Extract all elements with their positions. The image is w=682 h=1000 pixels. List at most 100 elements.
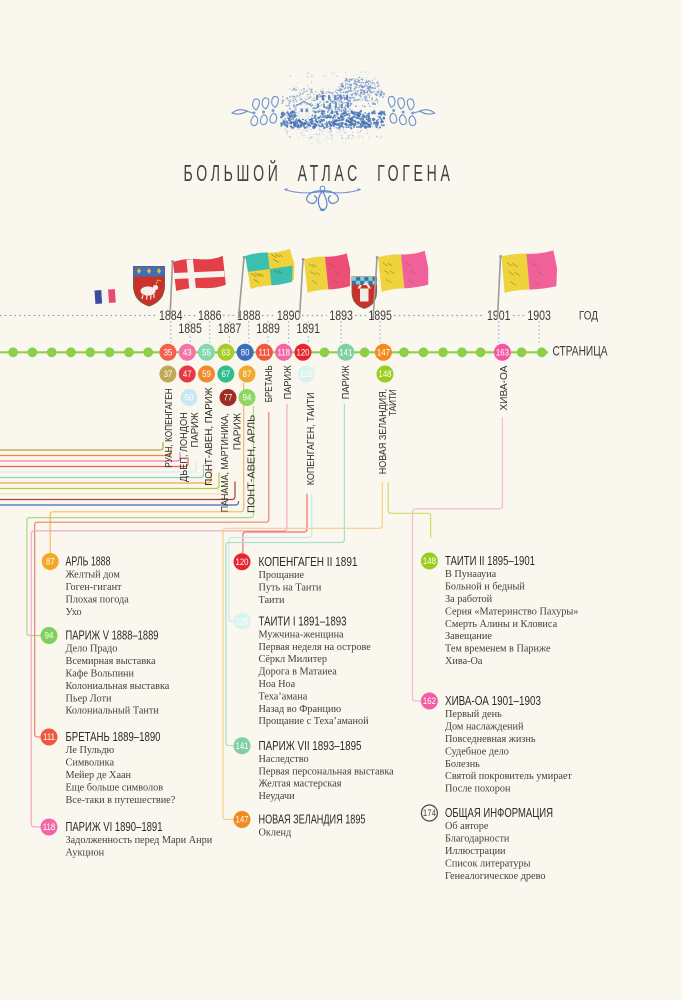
svg-text:1887: 1887 <box>218 320 242 336</box>
svg-text:55: 55 <box>202 347 211 358</box>
svg-text:1903: 1903 <box>527 307 551 323</box>
svg-text:111: 111 <box>258 347 270 358</box>
svg-text:Завещание: Завещание <box>445 631 492 642</box>
svg-text:1890: 1890 <box>277 307 301 323</box>
svg-text:В Пунаауиа: В Пунаауиа <box>445 569 496 580</box>
svg-text:Наследство: Наследство <box>259 754 309 765</box>
svg-text:ПАРИЖ VI 1890–1891: ПАРИЖ VI 1890–1891 <box>66 819 163 834</box>
svg-text:Дом наслаждений: Дом наслаждений <box>445 721 524 732</box>
svg-text:Неудачи: Неудачи <box>259 791 296 802</box>
svg-text:БРЕТАНЬ 1889–1890: БРЕТАНЬ 1889–1890 <box>66 729 161 744</box>
svg-text:1893: 1893 <box>329 307 353 323</box>
svg-text:ТАИТИ I 1891–1893: ТАИТИ I 1891–1893 <box>259 613 347 628</box>
svg-text:СТРАНИЦА: СТРАНИЦА <box>553 343 608 359</box>
svg-text:118: 118 <box>277 347 290 358</box>
svg-text:Прощание с Теха’аманой: Прощание с Теха’аманой <box>259 716 369 727</box>
svg-text:1895: 1895 <box>368 307 392 323</box>
svg-text:111: 111 <box>43 731 55 742</box>
svg-text:ПАРИЖ: ПАРИЖ <box>340 365 352 399</box>
svg-text:Всемирная выставка: Всемирная выставка <box>66 656 156 667</box>
svg-text:162: 162 <box>423 695 436 706</box>
svg-text:Список литературы: Список литературы <box>445 858 530 869</box>
svg-text:Аукцион: Аукцион <box>66 847 105 858</box>
svg-text:Генеалогическое древо: Генеалогическое древо <box>445 871 545 882</box>
svg-text:Ноа Ноа: Ноа Ноа <box>259 679 296 690</box>
svg-text:Больной и бедный: Больной и бедный <box>445 581 525 592</box>
svg-text:147: 147 <box>377 347 390 358</box>
svg-text:Колониальная выставка: Колониальная выставка <box>66 681 170 692</box>
svg-text:ТАИТИ II 1895–1901: ТАИТИ II 1895–1901 <box>445 553 535 568</box>
svg-text:ПАРИЖ VII 1893–1895: ПАРИЖ VII 1893–1895 <box>259 738 362 753</box>
svg-text:ПОНТ-АВЕН, ПАРИЖ: ПОНТ-АВЕН, ПАРИЖ <box>203 387 215 486</box>
svg-text:174: 174 <box>423 807 436 818</box>
svg-text:148: 148 <box>423 555 436 566</box>
svg-text:Болезнь: Болезнь <box>445 759 480 770</box>
svg-text:Об авторе: Об авторе <box>445 821 489 832</box>
svg-text:63: 63 <box>221 347 230 358</box>
svg-text:ГОД: ГОД <box>579 311 598 323</box>
svg-text:Благодарности: Благодарности <box>445 833 510 844</box>
svg-text:80: 80 <box>241 347 250 358</box>
svg-text:КОПЕНГАГЕН II 1891: КОПЕНГАГЕН II 1891 <box>259 554 358 569</box>
svg-text:Смерть Алины и Кловиса: Смерть Алины и Кловиса <box>445 619 557 630</box>
svg-text:Пьер Лоти: Пьер Лоти <box>66 693 112 704</box>
svg-text:Все-таки в путешествие?: Все-таки в путешествие? <box>66 795 176 806</box>
svg-text:РУАН, КОПЕНГАГЕН: РУАН, КОПЕНГАГЕН <box>163 388 175 468</box>
svg-text:Первая персональная выставка: Первая персональная выставка <box>259 766 395 777</box>
svg-text:Иллюстрации: Иллюстрации <box>445 846 506 857</box>
svg-text:ДЬЕП, ЛОНДОН: ДЬЕП, ЛОНДОН <box>178 412 190 482</box>
svg-text:43: 43 <box>183 347 192 358</box>
svg-text:Назад во Францию: Назад во Францию <box>259 704 342 715</box>
svg-text:87: 87 <box>243 368 252 379</box>
svg-text:Ухо: Ухо <box>66 607 82 618</box>
svg-text:ПАНАМА, МАРТИНИКА,: ПАНАМА, МАРТИНИКА, <box>219 413 231 512</box>
svg-text:50: 50 <box>185 392 194 403</box>
svg-text:1888: 1888 <box>237 307 261 323</box>
svg-text:ТАИТИ: ТАИТИ <box>387 390 399 416</box>
svg-text:Судебное дело: Судебное дело <box>445 746 509 757</box>
svg-text:ХИВА-ОА: ХИВА-ОА <box>498 366 510 411</box>
svg-text:147: 147 <box>235 814 248 825</box>
svg-text:ПОНТ-АВЕН, АРЛЬ: ПОНТ-АВЕН, АРЛЬ <box>245 415 257 513</box>
svg-text:120: 120 <box>296 347 309 358</box>
svg-text:БОЛЬШОЙ АТЛАС ГОГЕНА: БОЛЬШОЙ АТЛАС ГОГЕНА <box>184 159 454 186</box>
svg-text:Символика: Символика <box>66 757 115 768</box>
svg-text:ПАРИЖ: ПАРИЖ <box>231 413 243 450</box>
svg-text:Задолженность перед Мари Анри: Задолженность перед Мари Анри <box>66 835 213 846</box>
svg-text:Дело Прадо: Дело Прадо <box>66 643 118 654</box>
svg-text:Тем временем в Париже: Тем временем в Париже <box>445 643 551 654</box>
svg-text:КОПЕНГАГЕН, ТАИТИ: КОПЕНГАГЕН, ТАИТИ <box>305 392 317 485</box>
svg-text:ОБЩАЯ ИНФОРМАЦИЯ: ОБЩАЯ ИНФОРМАЦИЯ <box>445 805 553 820</box>
svg-text:За работой: За работой <box>445 594 492 605</box>
svg-text:Мужчина-женщина: Мужчина-женщина <box>259 629 344 640</box>
svg-text:141: 141 <box>339 347 352 358</box>
svg-text:Прощание: Прощание <box>259 570 305 581</box>
svg-text:ПАРИЖ: ПАРИЖ <box>282 365 294 399</box>
svg-text:Ле Пульдю: Ле Пульдю <box>66 745 115 756</box>
svg-text:87: 87 <box>46 556 55 567</box>
svg-text:118: 118 <box>43 821 56 832</box>
svg-text:АРЛЬ 1888: АРЛЬ 1888 <box>66 554 111 569</box>
svg-text:Путь на Таити: Путь на Таити <box>259 582 322 593</box>
svg-text:БРЕТАНЬ: БРЕТАНЬ <box>263 365 275 402</box>
svg-text:126: 126 <box>235 616 248 627</box>
svg-text:Первая неделя на острове: Первая неделя на острове <box>259 642 372 653</box>
svg-text:35: 35 <box>164 347 173 358</box>
svg-text:Окленд: Окленд <box>259 827 292 838</box>
svg-text:Желтая мастерская: Желтая мастерская <box>259 778 342 789</box>
svg-text:141: 141 <box>235 740 248 751</box>
svg-text:Теха’амана: Теха’амана <box>259 691 308 702</box>
svg-text:148: 148 <box>378 368 391 379</box>
svg-text:Таити: Таити <box>259 595 285 606</box>
svg-text:Гоген-гигант: Гоген-гигант <box>66 582 122 593</box>
svg-text:НОВАЯ ЗЕЛАНДИЯ,: НОВАЯ ЗЕЛАНДИЯ, <box>377 389 389 474</box>
svg-text:163: 163 <box>496 347 509 358</box>
svg-text:ХИВА-ОА 1901–1903: ХИВА-ОА 1901–1903 <box>445 693 541 708</box>
svg-text:Мейер де Хаан: Мейер де Хаан <box>66 770 132 781</box>
svg-text:59: 59 <box>202 368 211 379</box>
svg-text:Желтый дом: Желтый дом <box>66 569 121 580</box>
svg-text:Колониальный Таити: Колониальный Таити <box>66 705 160 716</box>
svg-text:1886: 1886 <box>198 307 222 323</box>
svg-text:67: 67 <box>221 368 230 379</box>
svg-text:Сёркл Милитер: Сёркл Милитер <box>259 654 327 665</box>
